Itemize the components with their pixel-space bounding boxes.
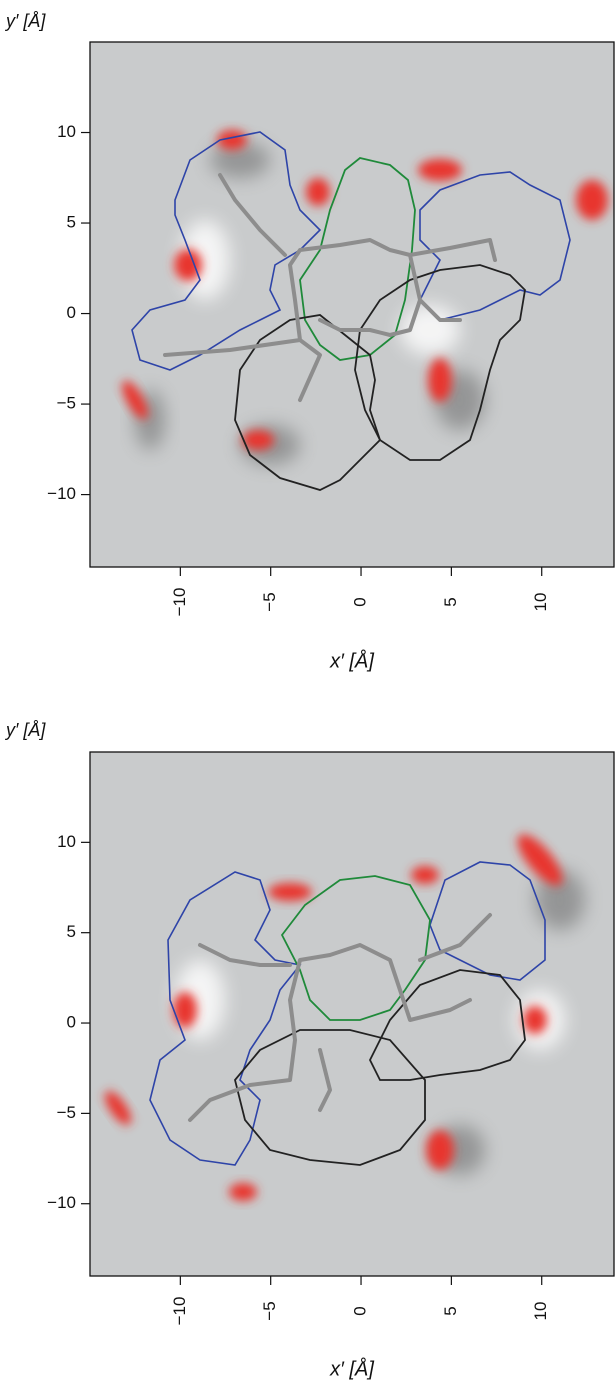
x-tick-label: 10 [531, 593, 550, 612]
y-tick-label: 5 [67, 213, 76, 232]
density-map [90, 752, 614, 1276]
x-tick-label: −10 [170, 1297, 189, 1326]
density-map [90, 42, 614, 567]
y-tick-label: 5 [67, 922, 76, 941]
x-tick-label: −10 [170, 588, 189, 617]
y-axis-label: y′ [Å] [4, 720, 46, 740]
y-tick-label: −5 [57, 1103, 76, 1122]
x-axis-label: x′ [Å] [329, 1357, 374, 1380]
x-tick-label: −5 [260, 1301, 279, 1320]
figure: y′ [Å] x′ [Å] y′ [Å] x′ [Å] −10 −5 0 5 10 −10… [0, 0, 615, 1385]
y-tick-label: 0 [67, 1013, 76, 1032]
x-tick-label: 5 [441, 1306, 460, 1315]
x-tick-label: 0 [351, 1306, 370, 1315]
y-tick-label: 10 [57, 122, 76, 141]
x-axis-label: x′ [Å] [329, 649, 374, 672]
x-tick-label: −5 [260, 592, 279, 611]
y-tick-label: 10 [57, 832, 76, 851]
y-axis-label: y′ [Å] [4, 11, 46, 31]
x-tick-label: 5 [441, 597, 460, 606]
y-tick-label: 0 [67, 303, 76, 322]
x-tick-label: 10 [531, 1302, 550, 1321]
y-tick-label: −5 [57, 394, 76, 413]
y-tick-label: −10 [47, 1193, 76, 1212]
y-tick-label: −10 [47, 484, 76, 503]
x-tick-label: 0 [351, 597, 370, 606]
